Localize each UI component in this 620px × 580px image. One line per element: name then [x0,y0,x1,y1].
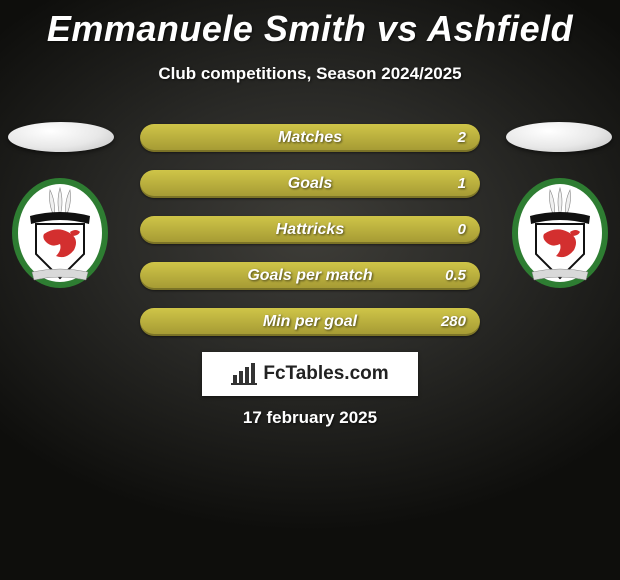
stat-bar-goals-per-match: Goals per match 0.5 [140,262,480,290]
stat-bar-matches: Matches 2 [140,124,480,152]
player-photo-left [8,122,114,152]
subtitle: Club competitions, Season 2024/2025 [0,64,620,84]
player-photo-right [506,122,612,152]
stats-bars: Matches 2 Goals 1 Hattricks 0 Goals per … [140,124,480,354]
stat-label: Goals [140,170,480,198]
club-crest-right [510,176,610,290]
stat-bar-min-per-goal: Min per goal 280 [140,308,480,336]
stat-label: Goals per match [140,262,480,290]
page-title: Emmanuele Smith vs Ashfield [0,0,620,50]
stat-label: Matches [140,124,480,152]
stat-value: 280 [441,308,466,336]
stat-value: 0.5 [445,262,466,290]
date-line: 17 february 2025 [0,408,620,428]
stat-value: 1 [458,170,466,198]
stat-label: Hattricks [140,216,480,244]
club-crest-left [10,176,110,290]
stat-bar-hattricks: Hattricks 0 [140,216,480,244]
stat-bar-goals: Goals 1 [140,170,480,198]
stat-value: 2 [458,124,466,152]
brand-text: FcTables.com [263,363,388,385]
brand-box[interactable]: FcTables.com [202,352,418,396]
stat-value: 0 [458,216,466,244]
stat-label: Min per goal [140,308,480,336]
bar-chart-icon [231,363,257,385]
